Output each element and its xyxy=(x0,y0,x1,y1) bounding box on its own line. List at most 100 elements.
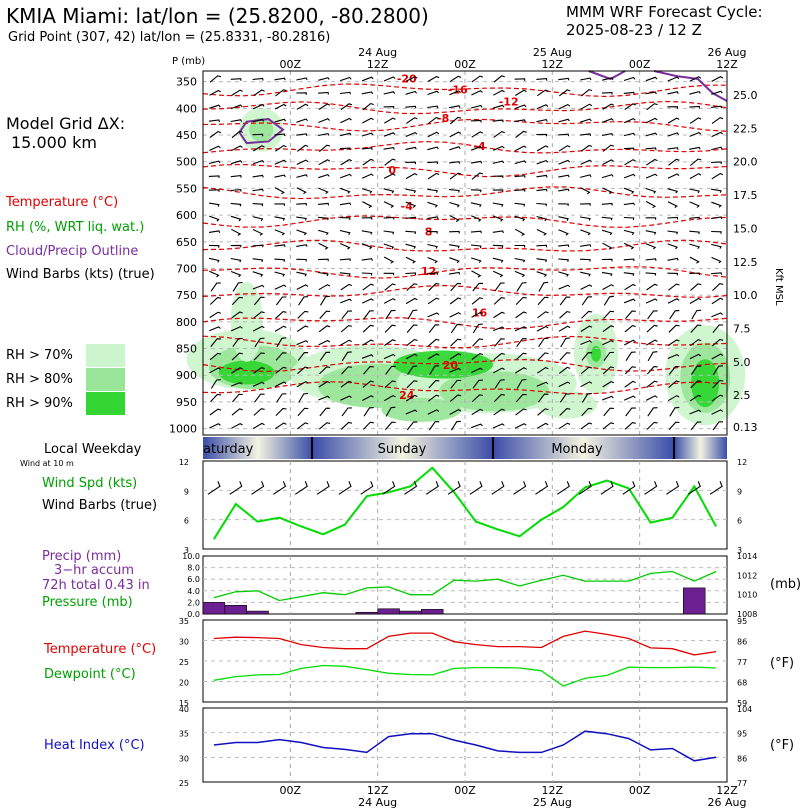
wind-barb xyxy=(601,258,613,262)
wind-barb xyxy=(558,422,571,430)
wind-barb xyxy=(492,202,504,207)
dewpoint-label: Dewpoint (°C) xyxy=(44,667,136,682)
wind-barb xyxy=(319,310,331,319)
pressure-tick-350: 350 xyxy=(176,76,197,89)
wind-barb xyxy=(231,311,243,319)
wind-barb xyxy=(274,216,286,221)
wind-barb xyxy=(516,338,527,348)
wind-barb xyxy=(384,117,396,124)
wind-barb xyxy=(384,158,396,166)
surface-wind-barb xyxy=(491,481,505,495)
wind-barb xyxy=(407,309,418,320)
wind-barb xyxy=(231,89,243,96)
wind-barb xyxy=(580,144,593,152)
wind-barb xyxy=(623,229,635,236)
wind-barb xyxy=(318,103,331,110)
wind-barb xyxy=(319,366,331,375)
heat-tick-right: 86 xyxy=(737,754,747,763)
wind-barb xyxy=(449,244,460,249)
wind-barb xyxy=(689,353,702,360)
wind-barb xyxy=(362,102,374,111)
wind-barb xyxy=(449,90,461,96)
wind-barb xyxy=(340,339,352,346)
wind-barb xyxy=(449,312,462,318)
wind-barb xyxy=(625,351,636,362)
wind-barb xyxy=(668,380,680,389)
wind-barb xyxy=(580,103,593,110)
height-tick-1: 22.5 xyxy=(733,122,758,135)
wind-barb xyxy=(711,117,724,125)
wind-speed-label: Wind Spd (kts) xyxy=(42,476,138,491)
wind-barb xyxy=(318,380,331,388)
wind-barb xyxy=(558,89,571,97)
wind-barb xyxy=(407,365,418,375)
wind-barb xyxy=(405,272,417,276)
wind-barb xyxy=(383,132,396,137)
wind-barb xyxy=(646,103,658,111)
wind-barb xyxy=(689,188,700,194)
local-weekday-label: Local Weekday xyxy=(44,442,142,457)
rh-shade-18 xyxy=(536,390,597,419)
wind-barb xyxy=(580,203,591,206)
bottom-time-label: 12Z xyxy=(542,784,564,797)
wind-barb xyxy=(298,392,309,403)
wind-barb xyxy=(470,119,482,123)
wind-barb xyxy=(383,173,396,179)
wind-barb xyxy=(406,324,418,333)
wind-barb xyxy=(580,422,593,430)
wind-barb xyxy=(558,216,569,221)
wind-barb xyxy=(580,325,593,332)
wind-barb xyxy=(493,89,505,96)
wind-barb xyxy=(492,160,505,164)
wind-barb xyxy=(470,189,482,193)
precip-label: Precip (mm) xyxy=(42,549,122,564)
surface-wind-barb xyxy=(666,481,680,495)
wind-barb xyxy=(450,324,462,334)
wind-barb xyxy=(296,229,307,236)
wind-barb xyxy=(384,380,396,389)
wind-barb xyxy=(274,77,286,81)
wind-barb xyxy=(230,381,243,387)
wind-barb xyxy=(668,158,680,166)
wind-barb xyxy=(493,408,505,416)
wind-barb xyxy=(230,257,242,263)
wind-barb xyxy=(253,296,265,306)
wind-barb xyxy=(383,76,396,82)
wind-barb xyxy=(492,423,505,429)
wind-barb xyxy=(471,297,484,305)
wind-barb xyxy=(471,408,484,416)
wind-barb xyxy=(558,244,570,248)
wind-barb xyxy=(472,323,483,334)
surface-wind-barb xyxy=(338,481,352,495)
wind-barb xyxy=(669,310,680,320)
dewpoint-line xyxy=(213,664,717,687)
wind-barb xyxy=(208,202,220,207)
wind-barb xyxy=(625,310,636,320)
wind-barb xyxy=(296,92,307,95)
grid-point-subtitle: Grid Point (307, 42) lat/lon = (25.8331,… xyxy=(8,30,331,45)
wind-barb xyxy=(252,133,264,137)
wind-barb xyxy=(275,296,287,306)
rh-shade-2 xyxy=(218,360,275,385)
wind-barb xyxy=(667,339,680,346)
wind-barb xyxy=(580,258,591,262)
wind-barb xyxy=(536,78,548,81)
wind-barb xyxy=(276,393,287,403)
wind-barb xyxy=(340,324,353,333)
wind-barb xyxy=(580,133,592,137)
weekday-band-sat xyxy=(203,437,313,459)
wind-barb xyxy=(711,394,724,402)
wind-barb xyxy=(493,297,505,305)
wind-barb xyxy=(296,159,309,165)
wind-barb xyxy=(341,310,353,320)
wind-barb xyxy=(580,89,593,97)
surface-wind-barb xyxy=(404,481,418,495)
wind-barb xyxy=(514,189,526,192)
wind-barbs-label: Wind Barbs (true) xyxy=(42,498,158,513)
forecast-cycle-label: MMM WRF Forecast Cycle: xyxy=(566,3,763,21)
wind-barb xyxy=(689,76,702,82)
wind-barb xyxy=(689,409,702,415)
height-tick-10: 0.13 xyxy=(733,421,758,434)
wind-barb xyxy=(712,421,724,431)
wind-barb xyxy=(449,257,460,264)
